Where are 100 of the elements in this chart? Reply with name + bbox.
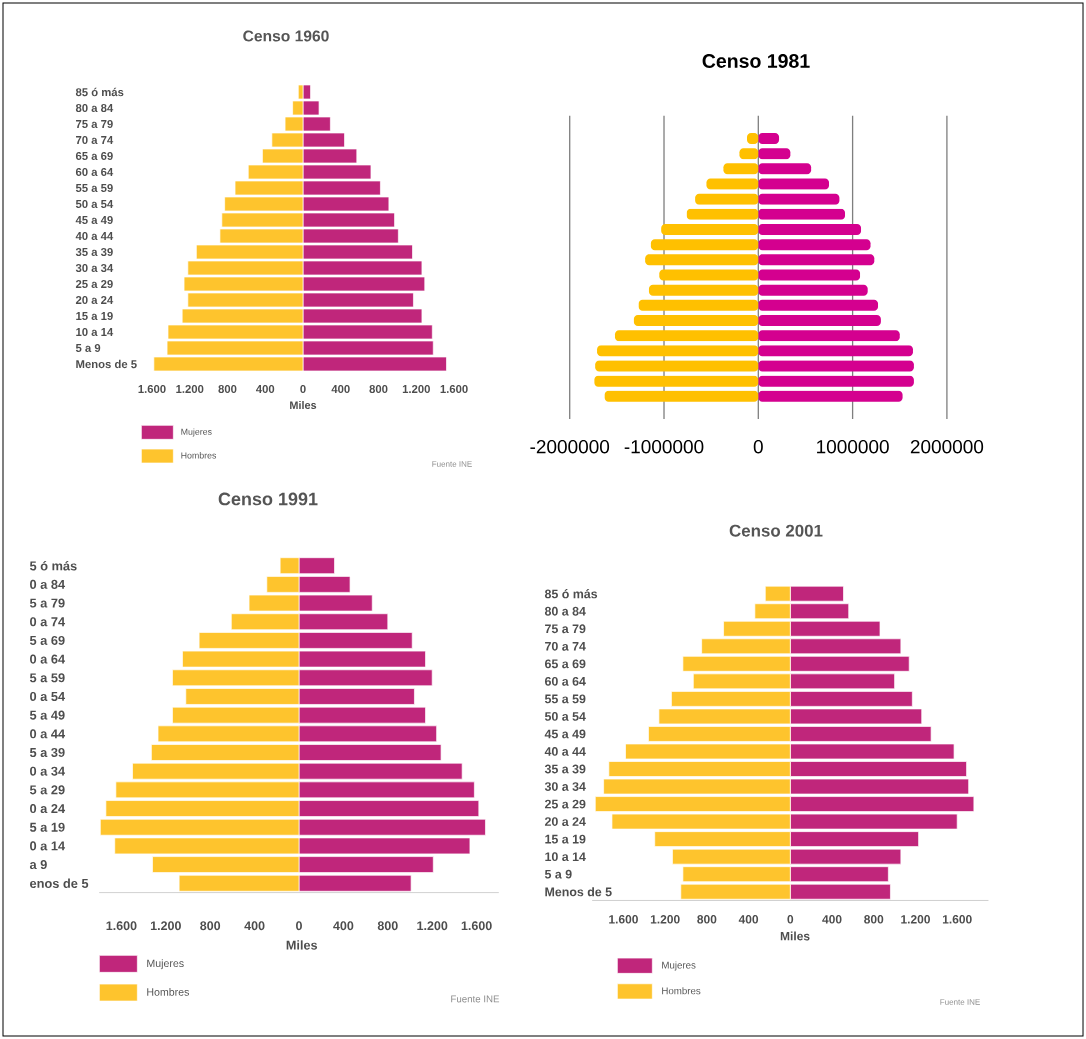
legend-label: Hombres: [181, 452, 217, 459]
chart-title: Censo 1981: [702, 54, 810, 68]
y-tick-label: 80 a 84: [544, 606, 586, 616]
x-tick-label: 1.600: [106, 921, 137, 931]
y-tick-label: 5 a 29: [29, 785, 65, 795]
x-tick-label: 400: [244, 921, 265, 931]
x-tick-label: 1.600: [138, 385, 166, 393]
x-tick-label: 1.200: [901, 915, 930, 924]
y-tick-label: 85 ó más: [544, 589, 598, 599]
y-tick-label: Menos de 5: [76, 359, 137, 369]
bar: [661, 223, 759, 235]
bar: [758, 208, 846, 220]
x-tick-label: 1.200: [417, 921, 448, 931]
y-tick-label: 0 a 84: [30, 579, 66, 589]
legend-label: Hombres: [662, 987, 701, 995]
y-tick-label: 20 a 24: [544, 817, 586, 826]
y-tick-label: 60 a 64: [75, 168, 114, 176]
bar: [594, 375, 759, 387]
x-tick-label: 800: [864, 915, 884, 924]
x-tick-label: 400: [822, 915, 842, 924]
bar: [758, 193, 840, 205]
y-tick-label: 0 a 44: [30, 729, 66, 739]
x-tick-label: 400: [738, 915, 759, 924]
y-tick-label: 5 a 19: [29, 822, 65, 832]
bar: [645, 254, 759, 266]
y-tick-label: 5 a 69: [29, 635, 65, 645]
y-tick-label: Menos de 5: [545, 887, 612, 897]
x-tick-label: 0: [787, 915, 794, 924]
x-tick-label: 1.600: [461, 921, 492, 931]
bar: [758, 239, 871, 251]
y-tick-label: 30 a 34: [75, 263, 114, 272]
legend-label: Hombres: [147, 987, 190, 996]
bar: [706, 178, 759, 190]
y-tick-label: 5 a 49: [29, 710, 65, 720]
y-tick-label: 5 ó más: [29, 560, 77, 571]
bar: [758, 148, 791, 160]
y-tick-label: 55 a 59: [75, 184, 113, 192]
x-tick-label: -2000000: [530, 439, 610, 454]
x-tick-label: 0: [300, 385, 306, 393]
y-tick-label: 10 a 14: [545, 852, 586, 862]
y-tick-label: 55 a 59: [544, 694, 586, 704]
y-tick-label: 30 a 34: [544, 782, 586, 791]
y-tick-label: 65 a 69: [545, 659, 586, 669]
x-tick-label: 800: [697, 915, 717, 924]
bar: [758, 299, 879, 311]
y-tick-label: 45 a 49: [75, 216, 113, 224]
y-tick-label: 60 a 64: [545, 676, 586, 686]
bar: [758, 269, 861, 281]
y-tick-label: 0 a 14: [30, 841, 66, 851]
chart-title: Censo 1960: [243, 30, 329, 42]
bar: [758, 345, 913, 357]
bar: [648, 284, 759, 296]
y-tick-label: 20 a 24: [75, 296, 114, 304]
y-tick-label: 75 a 79: [545, 624, 586, 634]
y-tick-label: 70 a 74: [545, 641, 586, 651]
y-tick-label: 5 a 59: [29, 673, 65, 683]
y-tick-label: 75 a 79: [76, 120, 113, 128]
y-tick-label: 15 a 19: [545, 834, 586, 844]
x-axis-title: Miles: [290, 400, 317, 409]
source-note: Fuente INE: [451, 995, 500, 1003]
bar: [758, 223, 862, 235]
bar: [604, 390, 759, 402]
y-tick-label: 25 a 29: [75, 280, 113, 288]
bar: [723, 163, 759, 175]
bar: [758, 254, 875, 266]
bar: [650, 239, 759, 251]
bar: [758, 375, 914, 387]
bar: [614, 330, 759, 342]
legend-label: Mujeres: [147, 959, 184, 970]
y-tick-label: 0 a 24: [30, 804, 66, 814]
x-tick-label: 1.600: [942, 915, 972, 924]
y-tick-label: 5 a 39: [29, 747, 65, 758]
y-tick-label: 10 a 14: [76, 328, 114, 336]
x-tick-label: 1.200: [150, 921, 181, 931]
x-tick-label: 1.600: [440, 385, 468, 393]
x-tick-label: 400: [333, 921, 354, 931]
x-tick-label: 1.200: [650, 915, 680, 924]
x-axis-title: Miles: [780, 931, 810, 941]
bar: [758, 360, 914, 372]
y-tick-label: 0 a 34: [30, 766, 66, 776]
x-tick-label: 1.600: [609, 915, 638, 924]
bar: [758, 330, 900, 342]
y-tick-label: 0 a 74: [30, 617, 66, 627]
bar: [595, 360, 759, 372]
y-tick-label: 45 a 49: [544, 729, 586, 739]
x-tick-label: 800: [377, 921, 398, 931]
source-note: Fuente INE: [432, 461, 472, 467]
x-tick-label: 1000000: [817, 439, 889, 454]
y-tick-label: 15 a 19: [76, 312, 113, 320]
y-tick-label: 35 a 39: [544, 764, 586, 774]
x-tick-label: 800: [200, 921, 221, 931]
bar: [633, 315, 759, 327]
x-tick-label: 1.200: [402, 385, 430, 393]
x-tick-label: 800: [218, 385, 237, 393]
y-tick-label: 50 a 54: [544, 712, 586, 721]
y-tick-label: 70 a 74: [76, 136, 114, 144]
bar: [597, 345, 759, 357]
x-tick-label: 1.200: [176, 385, 204, 393]
y-tick-label: 5 a 9: [75, 344, 101, 352]
y-tick-label: a 9: [29, 860, 47, 870]
